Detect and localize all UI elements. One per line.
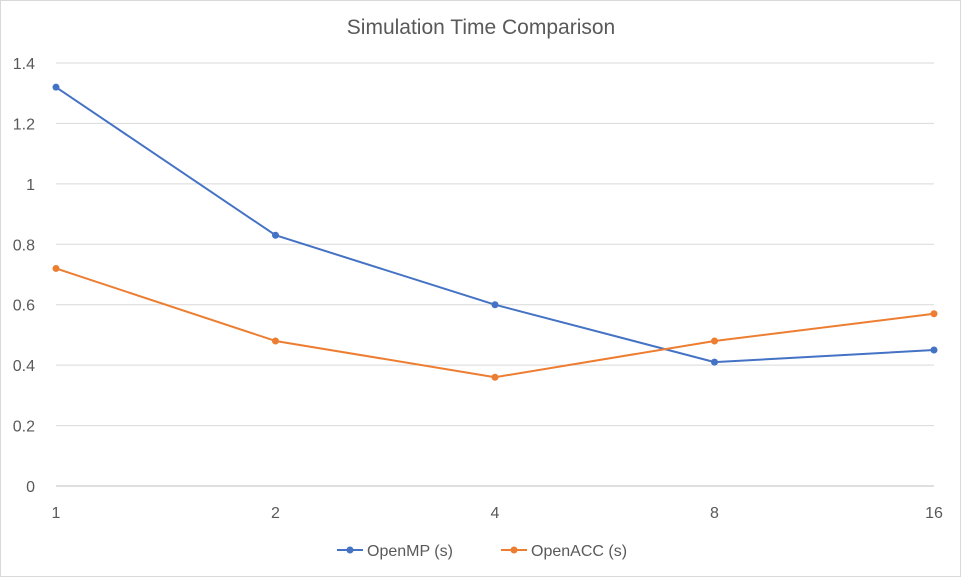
plot-series (52, 83, 938, 381)
series-line-openacc (55, 267, 935, 379)
y-axis-ticks: 0 0.2 0.4 0.6 0.8 1 1.2 1.4 (13, 56, 35, 496)
data-point (272, 231, 279, 239)
legend-label-openacc: OpenACC (s) (531, 543, 627, 560)
x-tick-label: 2 (271, 505, 280, 522)
data-point (52, 83, 60, 91)
y-tick-label: 0 (26, 479, 35, 496)
data-point (491, 373, 499, 381)
gridlines (56, 62, 934, 487)
x-tick-label: 16 (925, 505, 943, 522)
y-tick-label: 0.2 (13, 419, 35, 436)
legend-marker-openmp (346, 546, 354, 554)
legend-marker-openacc (510, 546, 518, 554)
data-point (711, 337, 718, 345)
chart-title: Simulation Time Comparison (347, 16, 615, 39)
data-point (930, 346, 938, 354)
y-tick-label: 1 (26, 177, 35, 194)
data-point (272, 337, 279, 345)
y-tick-label: 0.6 (13, 298, 35, 315)
x-tick-label: 4 (491, 505, 500, 522)
legend: OpenMP (s) OpenACC (s) (337, 543, 627, 560)
y-tick-label: 0.8 (13, 237, 35, 254)
series-line-openmp (55, 86, 935, 364)
data-point (711, 358, 718, 366)
legend-label-openmp: OpenMP (s) (367, 543, 453, 560)
x-tick-label: 1 (52, 505, 61, 522)
data-point (491, 301, 499, 309)
data-point (930, 310, 938, 318)
y-tick-label: 1.4 (13, 56, 35, 73)
data-point (52, 264, 60, 272)
x-axis-ticks: 1 2 4 8 16 (52, 505, 943, 522)
y-tick-label: 0.4 (13, 358, 35, 375)
y-tick-label: 1.2 (13, 116, 35, 133)
x-tick-label: 8 (710, 505, 719, 522)
